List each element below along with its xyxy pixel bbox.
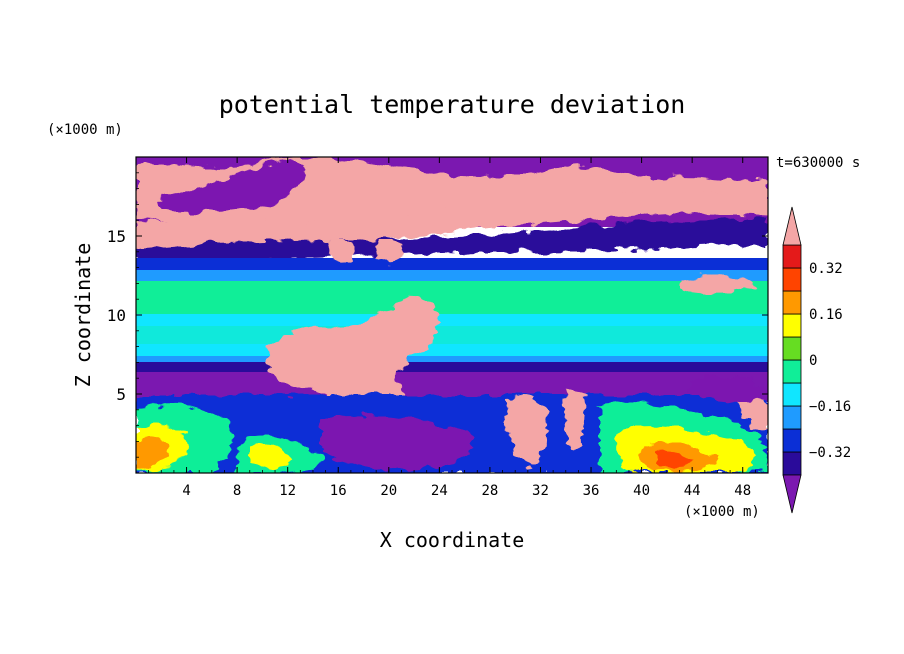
colorbar-min-extension bbox=[782, 474, 802, 514]
y-axis-ticks: 5 10 15 bbox=[107, 156, 768, 474]
x-tick-label: 12 bbox=[279, 483, 296, 499]
x-tick-label: 44 bbox=[684, 483, 701, 499]
upper-purple-wedge bbox=[160, 160, 305, 213]
colorbar-tick-label: −0.16 bbox=[809, 399, 851, 415]
bl-red-right bbox=[655, 450, 692, 468]
time-label: t=630000 s bbox=[776, 155, 860, 171]
x-tick-label: 48 bbox=[734, 483, 751, 499]
y-tick-label: 10 bbox=[107, 306, 126, 325]
colorbar-labels: 0.32 0.16 0 −0.16 −0.32 bbox=[809, 261, 851, 461]
y-axis-label: Z coordinate bbox=[71, 243, 95, 388]
x-tick-label: 36 bbox=[583, 483, 600, 499]
x-tick-label: 24 bbox=[431, 483, 448, 499]
x-axis-unit: (×1000 m) bbox=[684, 504, 760, 520]
colorbar-box bbox=[782, 359, 802, 384]
band-cyan-inner bbox=[136, 326, 768, 344]
x-tick-label: 4 bbox=[182, 483, 190, 499]
y-axis-unit: (×1000 m) bbox=[47, 122, 123, 138]
y-tick-label: 5 bbox=[116, 385, 126, 404]
bl-pink-block bbox=[505, 397, 549, 466]
mid-upper-dark bbox=[136, 218, 768, 262]
colorbar-box bbox=[782, 428, 802, 453]
bl-purple-right bbox=[690, 376, 768, 402]
colorbar-box bbox=[782, 313, 802, 338]
x-axis-ticks: 4 8 12 16 20 24 28 32 36 40 44 48 bbox=[135, 157, 769, 499]
bl-yellow-mid bbox=[250, 445, 292, 468]
x-tick-label: 8 bbox=[233, 483, 241, 499]
bl-pink-narrow bbox=[564, 386, 586, 449]
y-tick-label: 15 bbox=[107, 227, 126, 246]
colorbar-box bbox=[782, 382, 802, 407]
colorbar-box bbox=[782, 451, 802, 476]
colorbar-box bbox=[782, 244, 802, 269]
colorbar-tick-label: 0.32 bbox=[809, 261, 843, 277]
colorbar-tick-label: 0.16 bbox=[809, 307, 843, 323]
bl-purple-mid bbox=[320, 415, 473, 471]
x-tick-label: 20 bbox=[380, 483, 397, 499]
x-tick-label: 32 bbox=[532, 483, 549, 499]
colorbar-box bbox=[782, 290, 802, 315]
bl-orange-left bbox=[136, 436, 169, 470]
chart-title: potential temperature deviation bbox=[219, 90, 686, 119]
x-axis-label: X coordinate bbox=[380, 528, 525, 552]
colorbar-max-extension bbox=[782, 206, 802, 246]
colorbar bbox=[782, 206, 802, 514]
x-tick-label: 16 bbox=[330, 483, 347, 499]
band-green bbox=[136, 281, 768, 315]
band-cyan bbox=[136, 314, 768, 360]
colorbar-tick-label: 0 bbox=[809, 353, 817, 369]
pink-flecks-upper bbox=[329, 239, 755, 294]
colorbar-box bbox=[782, 405, 802, 430]
colorbar-box bbox=[782, 267, 802, 292]
heatmap-field bbox=[136, 157, 768, 473]
band-light-blue bbox=[136, 270, 768, 282]
x-tick-label: 28 bbox=[481, 483, 498, 499]
x-tick-label: 40 bbox=[633, 483, 650, 499]
colorbar-tick-label: −0.32 bbox=[809, 445, 851, 461]
band-light-blue-low bbox=[136, 356, 768, 364]
colorbar-box bbox=[782, 336, 802, 361]
bl-pink-right bbox=[738, 396, 768, 429]
